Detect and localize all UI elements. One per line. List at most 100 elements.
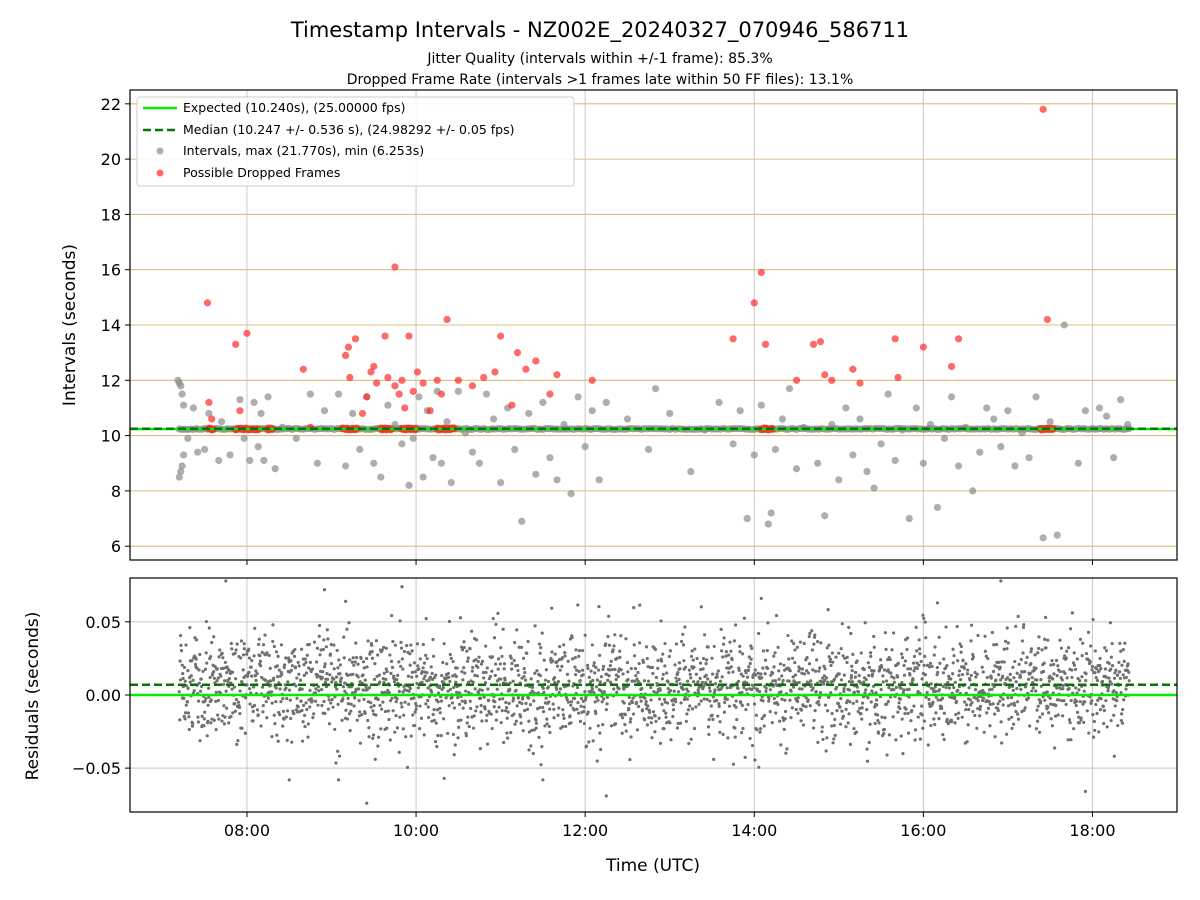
residual-point <box>322 638 326 642</box>
residual-point <box>549 656 553 661</box>
residual-point <box>423 674 427 678</box>
residual-point <box>208 675 212 680</box>
residual-point <box>566 659 570 663</box>
residual-point <box>308 688 312 692</box>
residual-point <box>942 737 946 742</box>
residual-point <box>925 690 929 695</box>
residual-point <box>709 704 713 708</box>
residual-point <box>1069 738 1073 742</box>
residual-point <box>424 653 428 657</box>
residual-point <box>462 640 466 644</box>
residual-point <box>204 696 208 701</box>
residual-point <box>1110 682 1114 686</box>
residual-point <box>847 679 852 684</box>
residual-point <box>260 675 264 680</box>
residual-point <box>460 670 464 674</box>
residual-point <box>342 635 346 639</box>
residual-point <box>317 689 321 693</box>
residual-point <box>408 686 412 691</box>
residual-point <box>281 724 285 728</box>
residual-point <box>1089 644 1093 648</box>
residual-point <box>944 666 948 670</box>
interval-point <box>856 415 864 423</box>
legend-median-label: Median (10.247 +/- 0.536 s), (24.98292 +… <box>183 122 514 137</box>
residual-point <box>793 660 797 665</box>
residual-point <box>822 674 826 678</box>
residual-point <box>809 683 813 687</box>
residual-point <box>688 704 692 708</box>
residual-point <box>376 744 380 748</box>
dropped-frame-point <box>954 335 963 343</box>
residual-point <box>1093 728 1097 732</box>
residual-point <box>190 724 195 728</box>
residual-point <box>540 745 544 749</box>
residual-point <box>877 721 881 725</box>
residual-point <box>379 727 383 731</box>
residual-point <box>850 669 854 673</box>
residual-point <box>474 658 478 662</box>
residual-point <box>1096 698 1100 702</box>
residual-point <box>489 712 493 716</box>
residual-point <box>212 676 217 680</box>
residual-point <box>650 736 654 740</box>
residual-point <box>220 719 224 723</box>
residual-point <box>801 723 806 727</box>
residual-point <box>492 705 496 709</box>
chart-subtitle-jitter: Jitter Quality (intervals within +/-1 fr… <box>426 51 772 67</box>
residual-point <box>206 719 210 723</box>
residual-point <box>573 656 577 660</box>
residual-point <box>261 643 266 647</box>
residual-point <box>1073 667 1078 672</box>
residual-point <box>575 707 579 711</box>
residual-point <box>216 698 221 703</box>
residual-point <box>1058 669 1062 674</box>
residual-point <box>249 665 253 669</box>
residual-point <box>465 649 469 653</box>
residual-point <box>366 718 370 723</box>
residual-point <box>455 666 459 670</box>
residual-point <box>787 679 791 683</box>
residual-point <box>306 735 310 739</box>
interval-point <box>306 390 314 398</box>
residual-point <box>643 696 647 700</box>
residual-point <box>604 794 608 798</box>
residual-point <box>1124 687 1128 691</box>
dropped-frame-point <box>391 263 399 271</box>
residual-point <box>323 662 327 666</box>
residual-point <box>336 749 340 753</box>
residual-point <box>848 742 853 746</box>
residual-point <box>329 642 333 647</box>
dropped-frame-point <box>363 393 371 401</box>
residual-point <box>891 715 895 719</box>
residual-point <box>1104 675 1108 679</box>
residual-point <box>528 702 533 707</box>
interval-point <box>1117 396 1125 404</box>
residual-point <box>321 670 325 674</box>
interval-point <box>877 440 885 448</box>
residual-point <box>1034 689 1038 693</box>
residual-point <box>410 675 414 679</box>
residual-point <box>390 696 394 700</box>
residual-point <box>1118 676 1122 680</box>
interval-point <box>757 401 765 409</box>
residual-point <box>366 639 370 643</box>
residual-point <box>681 643 686 647</box>
residual-point <box>284 686 288 690</box>
residual-point <box>287 688 292 692</box>
residual-point <box>1061 687 1065 691</box>
dropped-frame-point <box>947 362 956 371</box>
residual-point <box>1081 641 1085 645</box>
residual-point <box>715 672 719 676</box>
residual-point <box>445 662 449 666</box>
residual-point <box>1080 653 1084 658</box>
residual-point <box>257 637 261 641</box>
residual-point <box>526 696 531 700</box>
residual-point <box>496 667 500 671</box>
residual-point <box>435 708 440 712</box>
residual-point <box>593 671 597 675</box>
residual-point <box>918 737 923 741</box>
residual-point <box>898 697 902 701</box>
residual-point <box>261 703 265 708</box>
residual-point <box>258 664 263 668</box>
residual-point <box>499 677 503 681</box>
